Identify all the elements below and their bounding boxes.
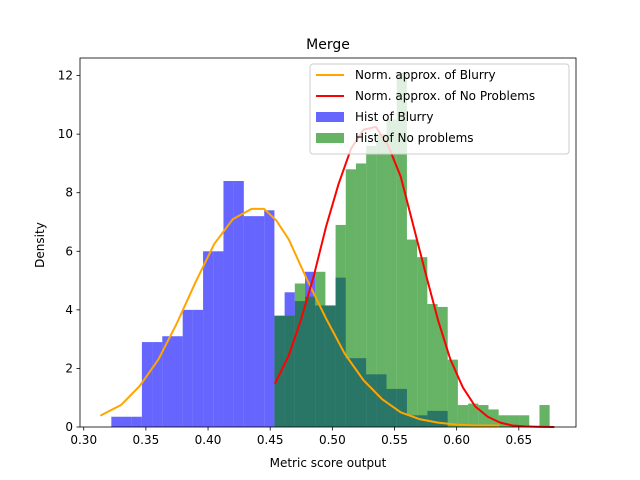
hist-bar — [325, 305, 336, 427]
hist-bar — [254, 216, 265, 427]
x-tick-label: 0.45 — [257, 433, 284, 447]
hist-bar — [305, 296, 316, 427]
x-tick-label: 0.40 — [195, 433, 222, 447]
hist-bar — [264, 210, 275, 427]
hist-bar — [192, 309, 204, 427]
hist-bar — [498, 415, 509, 427]
hist-bar — [162, 336, 173, 427]
legend: Norm. approx. of Blurry Norm. approx. of … — [309, 63, 570, 155]
hist-bar — [274, 315, 285, 427]
hist-bar — [437, 306, 448, 427]
x-tick-label: 0.35 — [133, 433, 160, 447]
x-tick-label: 0.60 — [443, 433, 470, 447]
hist-bar — [447, 359, 458, 427]
hist-bar — [488, 409, 499, 427]
hist-bar — [284, 315, 295, 427]
x-tick-label: 0.55 — [381, 433, 408, 447]
hist-bar — [335, 224, 346, 427]
hist-bar — [478, 405, 489, 427]
legend-label: Hist of Blurry — [355, 110, 433, 124]
series-line — [274, 125, 555, 428]
y-tick-label: 2 — [65, 361, 73, 375]
hist-bar — [233, 181, 244, 427]
hist-bar — [519, 415, 530, 427]
legend-box — [309, 63, 570, 155]
legend-label: Norm. approx. of No Problems — [355, 89, 535, 103]
hist-bar — [345, 169, 356, 428]
legend-label: Hist of No problems — [355, 131, 474, 145]
x-tick-label: 0.65 — [505, 433, 532, 447]
hist-bar — [396, 72, 407, 428]
hist-bar — [406, 239, 418, 427]
hist-bar — [315, 271, 326, 427]
hist-bar — [141, 342, 153, 427]
hist-bar — [172, 336, 183, 427]
x-tick-label: 0.30 — [70, 433, 97, 447]
hist-bar — [111, 416, 122, 427]
y-tick-label: 8 — [65, 186, 73, 200]
hist-bar — [508, 415, 520, 427]
hist-bar — [355, 163, 367, 427]
x-tick-label: 0.50 — [319, 433, 346, 447]
plot-area — [100, 72, 555, 428]
axes: 0.30 0.35 0.40 0.45 0.50 0.55 0.60 0.65 0 2 4 6 8 10 1… — [58, 57, 577, 447]
hist-bar — [243, 216, 255, 427]
hist-bar — [427, 304, 438, 427]
hist-bar — [203, 251, 214, 427]
legend-label: Norm. approx. of Blurry — [355, 68, 496, 82]
series-no-problems-bars — [274, 72, 550, 428]
hist-bar — [417, 257, 428, 427]
hist-bar — [121, 416, 132, 427]
legend-swatch-patch — [316, 133, 344, 143]
hist-bar — [131, 416, 142, 427]
hist-bar — [223, 181, 234, 427]
hist-bar — [152, 342, 163, 427]
x-axis-label: Metric score output — [270, 456, 387, 470]
y-tick-label: 12 — [58, 69, 73, 83]
hist-bar — [294, 283, 306, 427]
hist-bar — [386, 119, 397, 427]
legend-swatch-patch — [316, 112, 344, 122]
hist-bar — [182, 309, 193, 427]
y-tick-label: 10 — [58, 127, 73, 141]
hist-bar — [376, 134, 387, 427]
y-tick-label: 6 — [65, 244, 73, 258]
hist-bar — [366, 145, 377, 427]
hist-bar — [468, 403, 479, 427]
hist-bar — [213, 251, 224, 427]
chart-title: Merge — [306, 37, 350, 53]
y-tick-label: 4 — [65, 303, 73, 317]
y-axis-label: Density — [33, 222, 47, 268]
axes-frame — [79, 57, 577, 428]
hist-bar — [539, 405, 550, 427]
hist-bar — [457, 405, 469, 427]
series-line — [100, 207, 500, 427]
y-tick-label: 0 — [65, 420, 73, 434]
